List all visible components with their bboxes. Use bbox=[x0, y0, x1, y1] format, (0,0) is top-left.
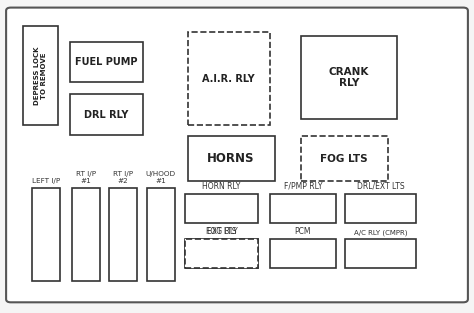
Text: DRL/EXT LTS: DRL/EXT LTS bbox=[357, 182, 404, 191]
Text: PCM: PCM bbox=[295, 227, 311, 236]
FancyBboxPatch shape bbox=[6, 8, 468, 302]
Text: RT I/P
#1: RT I/P #1 bbox=[76, 172, 96, 184]
Bar bbox=[188, 136, 275, 181]
Bar bbox=[301, 136, 388, 181]
Bar bbox=[72, 187, 100, 280]
Text: DRL RLY: DRL RLY bbox=[84, 110, 128, 120]
Text: HORN RLY: HORN RLY bbox=[202, 182, 241, 191]
Bar bbox=[109, 187, 137, 280]
Bar bbox=[23, 26, 58, 126]
Bar bbox=[346, 194, 416, 223]
Text: LEFT I/P: LEFT I/P bbox=[32, 178, 60, 184]
Bar bbox=[32, 187, 60, 280]
Bar bbox=[346, 239, 416, 268]
Text: DEPRESS LOCK
TO REMOVE: DEPRESS LOCK TO REMOVE bbox=[34, 47, 47, 105]
Bar bbox=[301, 35, 397, 119]
Text: CRANK
RLY: CRANK RLY bbox=[329, 67, 369, 88]
Bar bbox=[185, 194, 258, 223]
Bar bbox=[70, 95, 143, 135]
Text: FOG RLY: FOG RLY bbox=[206, 227, 237, 236]
Text: A.I.R. RLY: A.I.R. RLY bbox=[202, 74, 255, 84]
Text: EXT LTS: EXT LTS bbox=[207, 227, 237, 236]
Bar bbox=[270, 239, 336, 268]
Text: HORNS: HORNS bbox=[207, 152, 255, 165]
Bar bbox=[70, 42, 143, 82]
Text: A/C RLY (CMPR): A/C RLY (CMPR) bbox=[354, 229, 408, 236]
Text: RT I/P
#2: RT I/P #2 bbox=[113, 172, 133, 184]
Text: FUEL PUMP: FUEL PUMP bbox=[75, 57, 137, 67]
Bar bbox=[270, 194, 336, 223]
Text: U/HOOD
#1: U/HOOD #1 bbox=[146, 172, 176, 184]
Bar bbox=[146, 187, 175, 280]
Bar bbox=[185, 239, 258, 268]
Bar bbox=[185, 239, 258, 268]
Text: F/PMP RLY: F/PMP RLY bbox=[284, 182, 322, 191]
Bar bbox=[188, 33, 270, 126]
Text: FOG LTS: FOG LTS bbox=[320, 154, 368, 164]
